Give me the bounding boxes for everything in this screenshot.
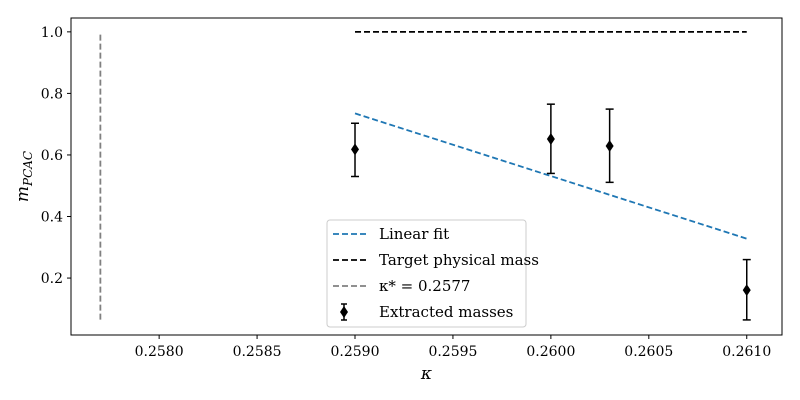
data-point bbox=[605, 140, 614, 153]
linear-fit-line bbox=[354, 112, 748, 240]
legend-box bbox=[326, 219, 527, 328]
x-tick-label: 0.2585 bbox=[233, 344, 282, 360]
y-axis-label-subscript: PCAC bbox=[21, 151, 35, 187]
x-axis-label: κ bbox=[420, 364, 432, 384]
y-axis-label-main: m bbox=[13, 186, 33, 202]
legend-handle-marker bbox=[340, 306, 348, 318]
x-tick-label: 0.2605 bbox=[624, 344, 673, 360]
y-tick-label: 1.0 bbox=[41, 25, 63, 41]
y-tick-label: 0.4 bbox=[41, 210, 63, 226]
x-tick-label: 0.2590 bbox=[331, 344, 380, 360]
y-tick-label: 0.6 bbox=[41, 148, 63, 164]
data-point bbox=[546, 132, 555, 145]
axes-frame bbox=[70, 17, 783, 336]
x-tick-label: 0.2580 bbox=[135, 344, 184, 360]
y-tick-label: 0.8 bbox=[41, 86, 63, 102]
legend-label: Target physical mass bbox=[379, 251, 539, 269]
data-point bbox=[351, 143, 360, 156]
y-axis-label: mPCAC bbox=[13, 151, 35, 202]
data-point bbox=[742, 284, 751, 297]
x-tick-label: 0.2610 bbox=[722, 344, 771, 360]
y-axis-ticks: 0.2 0.4 0.6 0.8 1.0 bbox=[41, 25, 71, 287]
legend: Linear fit Target physical mass κ* = 0.257… bbox=[326, 219, 539, 328]
x-tick-label: 0.2595 bbox=[428, 344, 477, 360]
y-tick-label: 0.2 bbox=[41, 271, 63, 287]
x-axis-ticks: 0.2580 0.2585 0.2590 0.2595 0.2600 0.2605 0.26… bbox=[135, 335, 771, 360]
legend-label: Linear fit bbox=[379, 225, 449, 243]
legend-label: κ* = 0.2577 bbox=[379, 277, 470, 295]
plot-area bbox=[99, 30, 751, 321]
x-tick-label: 0.2600 bbox=[526, 344, 575, 360]
legend-label: Extracted masses bbox=[379, 303, 513, 321]
